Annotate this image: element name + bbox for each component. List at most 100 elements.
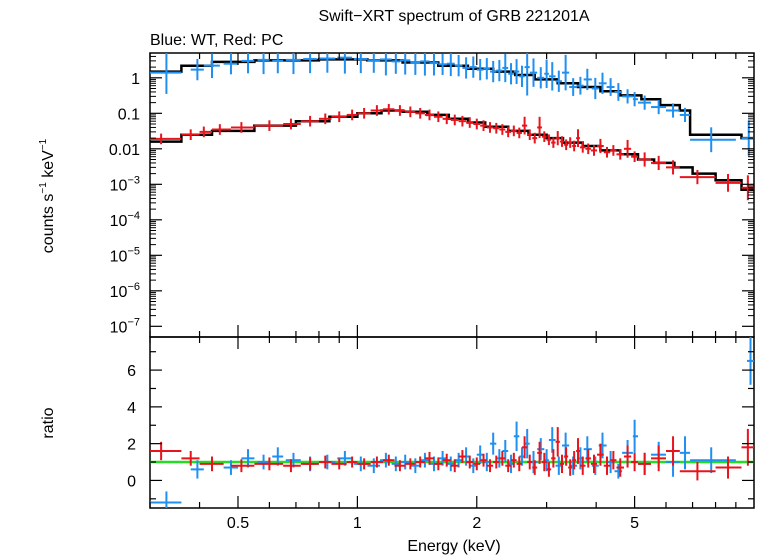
data-point-pc (638, 152, 652, 167)
ratio-point-pc (486, 459, 494, 473)
ratio-point-pc (551, 449, 556, 468)
data-point-wt (513, 59, 520, 84)
data-point-pc (394, 105, 406, 116)
data-point-wt (651, 99, 667, 115)
ratio-point-pc (318, 455, 332, 469)
ratio-point-pc (415, 456, 425, 468)
data-point-pc (458, 115, 467, 127)
data-point-wt (257, 53, 270, 75)
ratio-point-pc (283, 459, 301, 473)
ratio-point-pc (610, 451, 617, 470)
data-point-wt (519, 65, 525, 87)
x-axis: 0.5 1 2 5 (149, 53, 737, 532)
y-tick-label: 10−6 (110, 281, 140, 301)
data-point-pc (199, 126, 213, 138)
ratio-point-wt (746, 337, 754, 385)
ratio-point-pc (546, 462, 552, 477)
data-point-wt (666, 103, 680, 118)
ratio-point-wt (537, 438, 545, 461)
ratio-point-pc (511, 452, 517, 468)
data-point-pc (568, 137, 573, 148)
data-point-pc (679, 169, 716, 185)
data-point-wt (190, 58, 204, 81)
data-point-wt (591, 77, 599, 100)
ratio-point-pc (181, 451, 200, 466)
y-tick-label: 0.01 (109, 142, 140, 159)
ratio-point-pc (623, 445, 632, 468)
data-point-wt (353, 53, 368, 74)
data-point-pc (564, 139, 569, 151)
data-point-wt (469, 56, 477, 78)
data-point-pc (610, 145, 617, 156)
data-point-wt (446, 53, 455, 77)
ratio-point-pc (666, 436, 680, 466)
ratio-point-pc (505, 459, 512, 473)
data-point-pc (572, 140, 577, 152)
ratio-point-pc (532, 460, 538, 475)
data-point-wt (496, 59, 503, 82)
data-point-pc (405, 106, 416, 118)
data-point-wt (544, 59, 549, 88)
ratio-point-wt (548, 427, 556, 453)
data-point-wt (508, 63, 514, 85)
y-tick-label: 0.1 (118, 106, 140, 123)
data-point-wt (638, 95, 652, 110)
data-point-pc (486, 122, 494, 133)
ratio-point-wt (367, 458, 380, 474)
ratio-point-pc (199, 456, 224, 472)
ratio-point-pc (394, 460, 406, 472)
ratio-point-wt (410, 458, 421, 474)
data-point-wt (476, 58, 484, 81)
ratio-point-pc (537, 441, 542, 464)
ratio-point-wt (420, 452, 430, 468)
y-tick-label: 10−4 (110, 210, 140, 230)
data-point-pc (532, 132, 538, 144)
ratio-point-wt (483, 452, 491, 472)
data-point-wt (598, 72, 607, 94)
ratio-point-pc (579, 456, 586, 475)
data-point-pc (651, 155, 667, 171)
ratio-point-wt (399, 454, 411, 470)
data-point-pc (551, 137, 556, 148)
data-point-pc (585, 143, 591, 155)
ratio-point-pc (473, 457, 481, 471)
data-point-wt (548, 62, 556, 91)
data-point-pc (590, 145, 598, 156)
ratio-point-wt (190, 460, 204, 479)
data-point-pc (511, 125, 517, 137)
ratio-point-pc (499, 451, 506, 466)
data-point-wt (502, 53, 509, 83)
data-point-wt (241, 53, 255, 74)
ratio-point-pc (527, 454, 533, 470)
data-point-pc (283, 118, 301, 130)
data-point-pc (415, 107, 425, 119)
data-point-wt (462, 57, 470, 79)
ratio-point-pc (585, 449, 591, 468)
ratio-point-pc (572, 451, 577, 470)
ratio-point-pc (230, 459, 255, 473)
ratio-point-pc (651, 445, 667, 472)
ratio-y-tick-label: 6 (127, 363, 136, 380)
data-point-wt (454, 55, 463, 77)
data-point-pc (181, 129, 200, 141)
data-point-wt (529, 58, 538, 87)
x-tick-label: 5 (630, 515, 639, 532)
y-tick-label: 10−3 (110, 174, 140, 194)
data-point-wt (555, 70, 562, 92)
data-point-wt (606, 78, 615, 96)
data-point-pc (493, 122, 500, 134)
ratio-point-wt (632, 419, 639, 453)
ratio-point-wt (555, 456, 562, 475)
data-point-pc (555, 131, 560, 146)
ratio-point-pc (346, 456, 358, 468)
ratio-y-axis: 0 2 4 6 (127, 351, 754, 500)
data-point-wt (379, 53, 392, 76)
data-point-pc (576, 129, 580, 148)
data-point-pc (450, 114, 459, 126)
data-point-wt (367, 53, 380, 73)
data-point-pc (370, 105, 383, 116)
ratio-point-pc (516, 456, 522, 472)
ratio-point-pc (357, 458, 371, 470)
data-point-pc (505, 126, 512, 138)
data-point-pc (623, 139, 632, 158)
